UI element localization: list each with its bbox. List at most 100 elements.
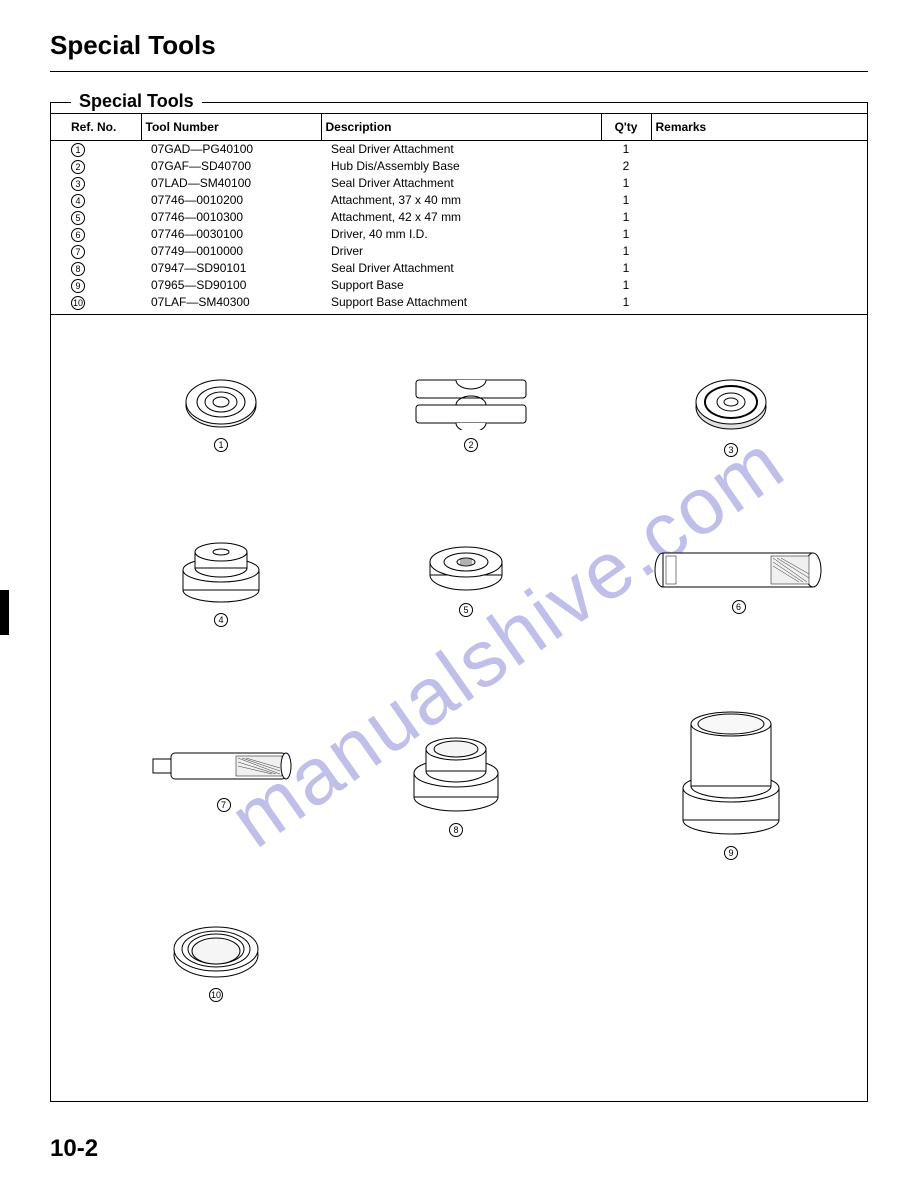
cell-tool: 07746—0030100 [141,226,321,243]
cell-tool: 07GAD—PG40100 [141,141,321,159]
tool-icon [181,540,261,605]
tool-icon [181,375,261,430]
cell-rem [651,192,867,209]
tools-frame: Special Tools Ref. No. Tool Number Descr… [50,102,868,1102]
table-row: 3 07LAD—SM40100Seal Driver Attachment1 [51,175,867,192]
figure-label: 8 [449,823,463,837]
tool-figure-9: 9 [681,710,781,860]
tool-figure-6: 6 [651,550,826,614]
cell-tool: 07947—SD90101 [141,260,321,277]
cell-tool: 07LAD—SM40100 [141,175,321,192]
cell-rem [651,175,867,192]
cell-tool: 07746—0010300 [141,209,321,226]
table-row: 6 07746—0030100Driver, 40 mm I.D.1 [51,226,867,243]
ref-circle: 10 [71,296,85,310]
tool-icon [651,550,826,592]
cell-desc: Seal Driver Attachment [321,175,601,192]
ref-circle: 2 [71,160,85,174]
th-desc: Description [321,114,601,141]
figure-label: 5 [459,603,473,617]
table-row: 5 07746—0010300Attachment, 42 x 47 mm1 [51,209,867,226]
table-row: 807947—SD90101Seal Driver Attachment1 [51,260,867,277]
ref-circle: 9 [71,279,85,293]
cell-qty: 1 [601,260,651,277]
cell-desc: Driver [321,243,601,260]
cell-rem [651,226,867,243]
cell-qty: 2 [601,158,651,175]
th-ref: Ref. No. [51,114,141,141]
cell-qty: 1 [601,141,651,159]
cell-tool: 07965—SD90100 [141,277,321,294]
th-rem: Remarks [651,114,867,141]
cell-qty: 1 [601,175,651,192]
table-row: 4 07746—0010200Attachment, 37 x 40 mm1 [51,192,867,209]
cell-rem [651,209,867,226]
figure-label: 4 [214,613,228,627]
cell-desc: Attachment, 37 x 40 mm [321,192,601,209]
cell-qty: 1 [601,226,651,243]
tool-icon [411,735,501,815]
tool-figure-4: 4 [181,540,261,627]
tool-icon [691,375,771,435]
tools-table: Ref. No. Tool Number Description Q'ty Re… [51,113,867,315]
cell-rem [651,141,867,159]
cell-rem [651,294,867,315]
ref-circle: 4 [71,194,85,208]
ref-circle: 1 [71,143,85,157]
figure-label: 6 [732,600,746,614]
th-qty: Q'ty [601,114,651,141]
cell-rem [651,260,867,277]
table-row: 10 07LAF—SM40300Support Base Attachment1 [51,294,867,315]
cell-desc: Hub Dis/Assembly Base [321,158,601,175]
figure-label: 10 [209,988,223,1002]
cell-desc: Support Base Attachment [321,294,601,315]
table-row: 107GAD—PG40100Seal Driver Attachment1 [51,141,867,159]
tool-figure-1: 1 [181,375,261,452]
cell-desc: Seal Driver Attachment [321,141,601,159]
tool-icon [411,375,531,430]
page-number: 10-2 [50,1135,98,1163]
table-row: 207GAF—SD40700Hub Dis/Assembly Base2 [51,158,867,175]
illustration-area: manualshive.com 12345678910 [51,315,867,1075]
cell-rem [651,277,867,294]
cell-qty: 1 [601,277,651,294]
cell-desc: Seal Driver Attachment [321,260,601,277]
tool-figure-7: 7 [151,745,296,812]
figure-label: 3 [724,443,738,457]
tool-icon [681,710,781,838]
cell-rem [651,243,867,260]
ref-circle: 3 [71,177,85,191]
page-title: Special Tools [50,30,868,61]
tool-figure-2: 2 [411,375,531,452]
th-tool: Tool Number [141,114,321,141]
cell-desc: Support Base [321,277,601,294]
cell-tool: 07749—0010000 [141,243,321,260]
cell-desc: Driver, 40 mm I.D. [321,226,601,243]
table-row: 7 07749—0010000Driver1 [51,243,867,260]
figure-label: 2 [464,438,478,452]
cell-tool: 07746—0010200 [141,192,321,209]
tool-figure-10: 10 [171,920,261,1002]
ref-circle: 5 [71,211,85,225]
figure-label: 9 [724,846,738,860]
tool-icon [151,745,296,790]
cell-rem [651,158,867,175]
figure-label: 7 [217,798,231,812]
title-rule [50,71,868,72]
tool-figure-5: 5 [426,540,506,617]
cell-desc: Attachment, 42 x 47 mm [321,209,601,226]
tool-figure-3: 3 [691,375,771,457]
cell-tool: 07LAF—SM40300 [141,294,321,315]
ref-circle: 7 [71,245,85,259]
frame-title: Special Tools [71,91,202,112]
cell-qty: 1 [601,209,651,226]
side-tab [0,590,9,635]
tool-icon [171,920,261,980]
tool-figure-8: 8 [411,735,501,837]
cell-qty: 1 [601,294,651,315]
cell-qty: 1 [601,243,651,260]
tool-icon [426,540,506,595]
cell-qty: 1 [601,192,651,209]
figure-label: 1 [214,438,228,452]
ref-circle: 6 [71,228,85,242]
